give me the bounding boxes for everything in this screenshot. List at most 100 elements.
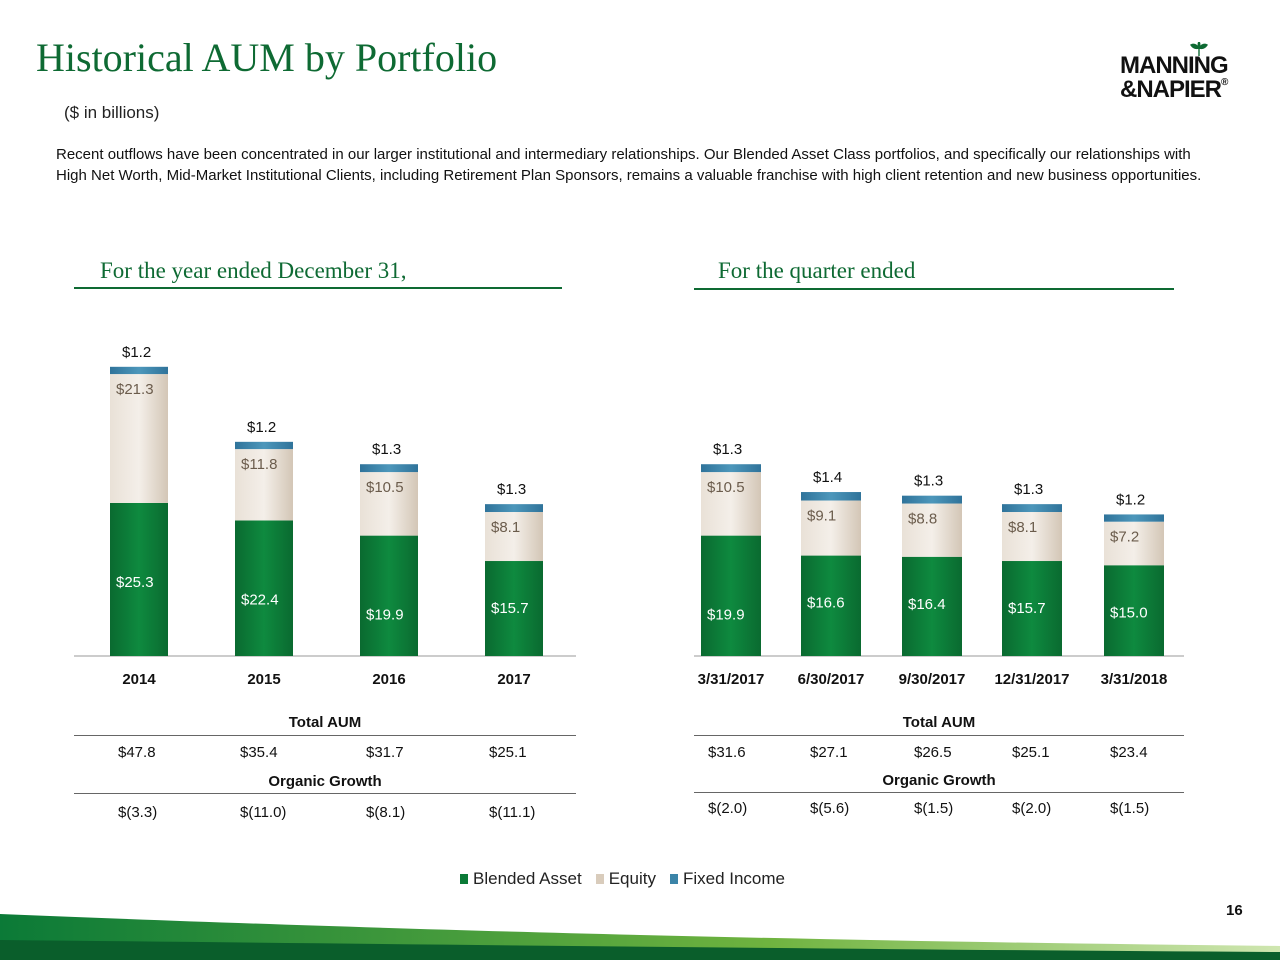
quarterly-section-title: For the quarter ended bbox=[718, 258, 916, 283]
annual-tick-1: 2015 bbox=[247, 671, 280, 688]
page-title: Historical AUM by Portfolio bbox=[36, 35, 498, 80]
legend-swatch-blended bbox=[460, 874, 468, 884]
quarterly-label-fixed-3: $1.3 bbox=[1014, 481, 1043, 498]
quarterly-bar-fixed-2 bbox=[902, 495, 962, 504]
quarterly-label-blended-4: $15.0 bbox=[1110, 604, 1148, 621]
quarterly-label-equity-0: $10.5 bbox=[707, 479, 745, 496]
annual-bar-equity-2 bbox=[360, 472, 418, 536]
quarterly-bar-equity-4 bbox=[1104, 521, 1164, 566]
annual-bar-fixed-3 bbox=[485, 504, 543, 513]
quarterly-total-aum-rule bbox=[694, 735, 1184, 736]
quarterly-total-aum-cell-1: $27.1 bbox=[810, 744, 848, 761]
annual-tick-0: 2014 bbox=[122, 671, 156, 688]
quarterly-label-blended-0: $19.9 bbox=[707, 607, 745, 624]
annual-bar-equity-3 bbox=[485, 512, 543, 562]
quarterly-bar-equity-2 bbox=[902, 503, 962, 557]
quarterly-organic-growth-rule bbox=[694, 792, 1184, 793]
quarterly-label-equity-4: $7.2 bbox=[1110, 529, 1139, 546]
chart-legend: Blended Asset Equity Fixed Income bbox=[460, 869, 785, 889]
quarterly-bar-fixed-3 bbox=[1002, 504, 1062, 513]
legend-item-equity: Equity bbox=[595, 869, 656, 889]
quarterly-total-aum-cell-4: $23.4 bbox=[1110, 744, 1148, 761]
annual-bar-fixed-1 bbox=[235, 441, 293, 450]
leaf-icon bbox=[1189, 42, 1209, 56]
quarterly-label-fixed-1: $1.4 bbox=[813, 469, 842, 486]
quarterly-bar-equity-1 bbox=[801, 500, 861, 556]
quarterly-bar-equity-3 bbox=[1002, 512, 1062, 562]
quarterly-tick-4: 3/31/2018 bbox=[1101, 671, 1168, 688]
logo-line-2-text: &NAPIER bbox=[1120, 76, 1222, 103]
quarterly-total-aum-cell-0: $31.6 bbox=[708, 744, 746, 761]
annual-organic-growth-rule bbox=[74, 793, 576, 794]
stacked-bar-charts: $25.3 $21.3 $1.2 2014 $22.4 $11.8 $1.2 2015 $19.… bbox=[74, 344, 1184, 688]
annual-label-fixed-0: $1.2 bbox=[122, 344, 151, 361]
annual-bar-equity-1 bbox=[235, 449, 293, 521]
quarterly-total-aum-cell-3: $25.1 bbox=[1012, 744, 1050, 761]
annual-label-fixed-1: $1.2 bbox=[247, 419, 276, 436]
annual-organic-growth-cell-0: $(3.3) bbox=[118, 804, 158, 821]
annual-total-aum-rule bbox=[74, 735, 576, 736]
quarterly-organic-growth-cell-3: $(2.0) bbox=[1012, 800, 1052, 817]
quarterly-bar-fixed-4 bbox=[1104, 514, 1164, 522]
annual-label-equity-0: $21.3 bbox=[116, 381, 154, 398]
quarterly-organic-growth-cell-4: $(1.5) bbox=[1110, 800, 1150, 817]
page-subtitle: ($ in billions) bbox=[64, 103, 160, 122]
logo-registered-mark: ® bbox=[1221, 77, 1228, 88]
annual-label-equity-1: $11.8 bbox=[241, 456, 277, 473]
logo-line-2: &NAPIER® bbox=[1120, 76, 1228, 103]
annual-tick-2: 2016 bbox=[372, 671, 405, 688]
legend-item-blended: Blended Asset bbox=[460, 869, 582, 889]
annual-organic-growth-cell-1: $(11.0) bbox=[240, 804, 287, 821]
legend-label-fixed: Fixed Income bbox=[682, 869, 785, 888]
legend-label-blended: Blended Asset bbox=[473, 869, 582, 888]
quarterly-tick-1: 6/30/2017 bbox=[798, 671, 865, 688]
quarterly-bar-equity-0 bbox=[701, 472, 761, 536]
quarterly-organic-growth-cell-1: $(5.6) bbox=[810, 800, 850, 817]
annual-label-fixed-2: $1.3 bbox=[372, 441, 401, 458]
quarterly-tick-0: 3/31/2017 bbox=[698, 671, 765, 688]
quarterly-organic-growth-cell-2: $(1.5) bbox=[914, 800, 954, 817]
annual-bar-blended-2 bbox=[360, 535, 418, 656]
footer-swoosh bbox=[0, 914, 1280, 960]
annual-bar-blended-1 bbox=[235, 520, 293, 656]
annual-total-aum-cell-2: $31.7 bbox=[366, 744, 404, 761]
legend-swatch-equity bbox=[595, 874, 604, 884]
legend-swatch-fixed bbox=[669, 874, 678, 884]
annual-label-blended-3: $15.7 bbox=[491, 600, 529, 617]
page-number: 16 bbox=[1226, 902, 1243, 919]
annual-total-aum-header: Total AUM bbox=[288, 714, 362, 731]
annual-organic-growth-header: Organic Growth bbox=[268, 773, 382, 790]
quarterly-tick-2: 9/30/2017 bbox=[899, 671, 966, 688]
logo-line-1: MANNING bbox=[1120, 52, 1229, 79]
quarterly-organic-growth-header: Organic Growth bbox=[882, 772, 996, 789]
quarterly-bar-blended-2 bbox=[902, 556, 962, 656]
annual-total-aum-cell-1: $35.4 bbox=[240, 744, 278, 761]
quarterly-label-fixed-2: $1.3 bbox=[914, 473, 943, 490]
annual-bar-blended-0 bbox=[110, 502, 168, 656]
quarterly-label-blended-3: $15.7 bbox=[1008, 600, 1046, 617]
annual-bar-fixed-0 bbox=[110, 366, 168, 375]
legend-label-equity: Equity bbox=[608, 869, 656, 888]
annual-tick-3: 2017 bbox=[497, 671, 530, 688]
quarterly-label-equity-2: $8.8 bbox=[908, 511, 937, 528]
quarterly-tick-3: 12/31/2017 bbox=[994, 671, 1069, 688]
company-logo: MANNING &NAPIER® bbox=[1112, 42, 1244, 106]
annual-label-blended-1: $22.4 bbox=[241, 591, 279, 608]
annual-total-aum-cell-3: $25.1 bbox=[489, 744, 527, 761]
quarterly-label-blended-2: $16.4 bbox=[908, 596, 946, 613]
annual-organic-growth-cell-2: $(8.1) bbox=[366, 804, 406, 821]
quarterly-label-fixed-4: $1.2 bbox=[1116, 491, 1145, 508]
quarterly-organic-growth-cell-0: $(2.0) bbox=[708, 800, 748, 817]
quarterly-bar-blended-3 bbox=[1002, 561, 1062, 656]
annual-label-equity-3: $8.1 bbox=[491, 519, 520, 536]
quarterly-bar-fixed-1 bbox=[801, 492, 861, 501]
annual-label-fixed-3: $1.3 bbox=[497, 481, 526, 498]
annual-section-rule bbox=[74, 287, 562, 289]
annual-bar-fixed-2 bbox=[360, 464, 418, 473]
quarterly-section-rule bbox=[694, 288, 1174, 290]
annual-section-title: For the year ended December 31, bbox=[100, 258, 407, 283]
annual-label-blended-0: $25.3 bbox=[116, 574, 154, 591]
quarterly-label-equity-3: $8.1 bbox=[1008, 519, 1037, 536]
annual-label-equity-2: $10.5 bbox=[366, 479, 404, 496]
quarterly-label-equity-1: $9.1 bbox=[807, 508, 836, 525]
